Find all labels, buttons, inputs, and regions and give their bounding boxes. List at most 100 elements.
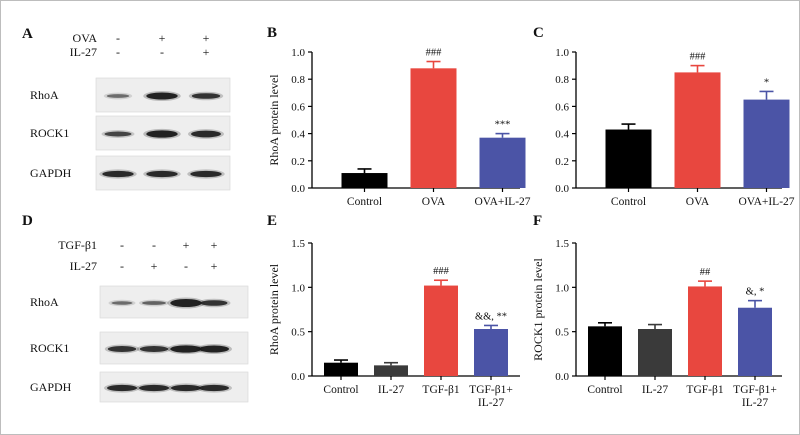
y-tick-label: 0.2 [555,156,569,168]
blot-band-halo [143,91,181,101]
y-tick-label: 0.6 [291,101,305,113]
bar [410,68,457,188]
condition-sign: - [152,238,156,252]
blot-band [199,384,229,392]
blot-band [107,384,137,392]
y-tick-label: 0.6 [555,101,569,113]
panel-letter: F [533,213,542,229]
y-tick-label: 0.0 [555,371,569,383]
x-tick-label-line: OVA+IL-27 [738,196,794,208]
significance-label: &, * [746,287,765,298]
x-tick-label: OVA [422,196,446,208]
blot-band-halo [136,344,172,354]
x-tick-label-line: OVA [686,196,710,208]
condition-label: TGF-β1 [58,238,97,252]
blot-band-halo [168,383,204,393]
significance-label: *** [495,120,511,131]
blot-band-halo [196,344,232,354]
y-tick-label: 0.8 [291,74,305,86]
blot-band-halo [136,383,172,393]
blot-band-halo [187,169,225,179]
panel-letter: B [267,25,277,41]
x-tick-label-line: Control [347,196,382,208]
panel-letter: D [22,213,33,229]
blot-band-halo [188,91,224,101]
x-tick-label: Control [587,384,622,396]
blot-band [104,131,132,137]
blot-band-halo [167,343,205,355]
bar [738,307,772,376]
bar [341,173,388,188]
bar [605,129,652,188]
condition-sign: + [151,259,158,273]
blot-row-label: RhoA [30,88,59,102]
x-tick-label: Control [347,196,382,208]
panel-letter: A [22,26,33,42]
blot-row-label: GAPDH [30,380,72,394]
condition-sign: - [116,45,120,59]
y-tick-label: 0.5 [555,327,569,339]
y-tick-label: 1.0 [291,47,305,59]
x-tick-label-line: TGF-β1+ [733,384,777,396]
y-tick-label: 1.5 [555,238,569,250]
x-tick-label-line: TGF-β1 [422,384,459,396]
blot-band-halo [143,169,181,179]
blot-band-halo [143,128,181,140]
x-tick-label: IL-27 [642,384,668,396]
bar [638,329,672,376]
condition-sign: + [203,31,210,45]
y-axis-label: ROCK1 protein level [531,258,545,361]
x-tick-label: TGF-β1 [422,384,459,396]
y-tick-label: 0.0 [555,183,569,195]
x-tick-label-line: OVA+IL-27 [474,196,530,208]
bar [588,326,622,376]
condition-sign: + [183,238,190,252]
blot-band [146,92,178,100]
condition-sign: - [116,31,120,45]
blot-band-halo [103,92,133,100]
x-tick-label: Control [323,384,358,396]
blot-band-halo [101,130,135,138]
y-tick-label: 1.0 [555,282,569,294]
bar [324,362,358,376]
bar [474,329,508,376]
y-tick-label: 0.8 [555,74,569,86]
significance-label: * [764,77,769,88]
y-tick-label: 0.4 [555,129,569,141]
blot-band [102,170,134,178]
bar [374,365,408,376]
bar-chart-c: C 0.0 0.2 0.4 0.6 0.8 1.0 Control ### OVA * OVA+IL-… [533,25,795,208]
x-tick-label: TGF-β1 [686,384,723,396]
blot-band-halo [108,299,136,307]
x-tick-label: IL-27 [378,384,404,396]
y-tick-label: 1.0 [291,282,305,294]
western-blot-panel-d: D TGF-β1 - - + + IL-27 - + - + RhoA ROCK1 GAPDH [22,213,249,403]
y-axis-label: RhoA protein level [267,263,281,355]
blot-row-label: GAPDH [30,166,72,180]
blot-band [106,94,130,98]
significance-label: ### [690,52,707,63]
y-axis-label: RhoA protein level [267,74,281,166]
blot-band [200,300,228,306]
condition-label: IL-27 [70,45,97,59]
blot-band [107,346,137,352]
bar [674,72,721,188]
bar [688,286,722,376]
significance-label: &&, ** [475,311,507,322]
x-tick-label-line: OVA [422,196,446,208]
condition-sign: - [160,45,164,59]
blot-band-halo [139,299,169,307]
blot-band [146,170,178,178]
y-tick-label: 0.5 [291,327,305,339]
blot-band-halo [99,169,137,179]
condition-label: IL-27 [70,259,97,273]
blot-band [199,345,229,353]
x-tick-label-line: Control [323,384,358,396]
panel-letter: C [533,25,544,41]
bar-chart-e: E 0.0 0.5 1.0 1.5 RhoA protein level Control IL… [267,213,520,409]
x-tick-label-line: TGF-β1+ [469,384,513,396]
blot-band-halo [104,383,140,393]
bar [424,285,458,376]
x-tick-label: Control [611,196,646,208]
